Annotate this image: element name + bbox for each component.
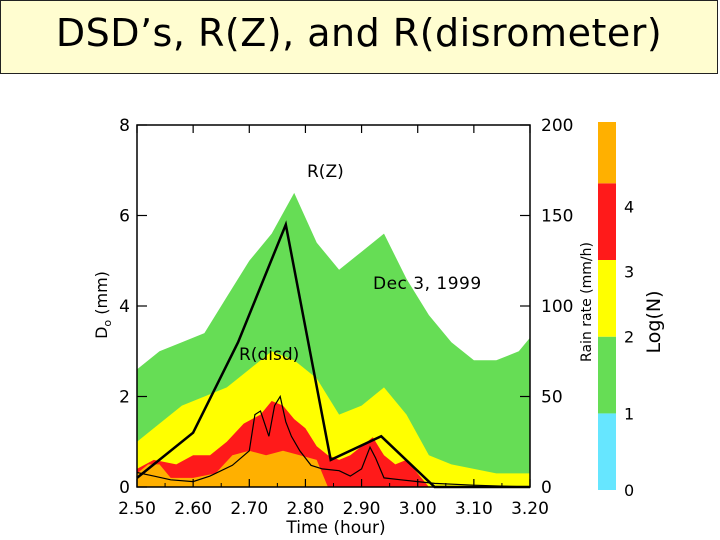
colorbar-segment xyxy=(598,260,616,337)
left-tick-label: 2 xyxy=(119,388,130,408)
left-tick-label: 0 xyxy=(119,478,130,498)
x-tick-label: 2.70 xyxy=(230,499,268,519)
x-tick-label: 3.00 xyxy=(399,499,437,519)
page-title: DSD’s, R(Z), and R(disrometer) xyxy=(55,11,663,55)
colorbar-segment xyxy=(598,183,616,260)
left-axis-label: Do (mm) xyxy=(92,271,114,339)
x-tick-label: 2.50 xyxy=(118,499,156,519)
right-tick-label: 0 xyxy=(541,478,552,498)
annotation-rz: R(Z) xyxy=(307,162,344,182)
right-axis-label: Rain rate (mm/h) xyxy=(579,242,595,362)
x-tick-label: 3.10 xyxy=(455,499,493,519)
right-tick-label: 50 xyxy=(541,388,563,408)
colorbar-segment xyxy=(598,122,616,184)
annotation-date: Dec 3, 1999 xyxy=(373,274,482,294)
x-tick-label: 2.60 xyxy=(174,499,212,519)
x-tick-label: 2.90 xyxy=(343,499,381,519)
colorbar-tick-label: 3 xyxy=(624,263,634,282)
colorbar-label: Log(N) xyxy=(643,291,665,354)
series-line-r-z xyxy=(136,220,530,489)
colorbar-tick-label: 1 xyxy=(624,404,634,423)
heatmap-region-level-4 xyxy=(137,450,328,487)
left-tick-label: 8 xyxy=(119,116,130,136)
left-tick-label: 4 xyxy=(119,297,130,317)
colorbar-segment xyxy=(598,413,616,490)
heatmap-region-level-3 xyxy=(137,401,429,487)
x-axis-label: Time (hour) xyxy=(285,518,385,538)
left-axis-label-sub: o xyxy=(101,320,114,327)
axes-layer: 2.50 2.60 2.70 2.80 2.90 3.00 3.10 3.2002468050… xyxy=(118,116,573,519)
title-banner: DSD’s, R(Z), and R(disrometer) xyxy=(0,0,718,74)
colorbar-tick-label: 2 xyxy=(624,328,634,347)
right-tick-label: 100 xyxy=(541,297,573,317)
right-tick-label: 150 xyxy=(541,207,573,227)
x-tick-label: 3.20 xyxy=(511,499,549,519)
x-tick-label: 2.80 xyxy=(286,499,324,519)
left-tick-label: 6 xyxy=(119,207,130,227)
colorbar-segment xyxy=(598,336,616,414)
annotation-rdisd: R(disd) xyxy=(239,345,299,365)
left-axis-label-unit: (mm) xyxy=(92,271,111,320)
right-tick-label: 200 xyxy=(541,116,573,136)
series-layer xyxy=(136,220,531,489)
colorbar: 0 1 2 3 4 xyxy=(598,122,634,500)
colorbar-tick-label: 0 xyxy=(624,481,634,500)
series-line-r-disd xyxy=(136,394,531,488)
left-axis-label-main: D xyxy=(92,327,111,339)
heatmap-layer xyxy=(137,192,530,487)
colorbar-tick-label: 4 xyxy=(624,197,634,216)
